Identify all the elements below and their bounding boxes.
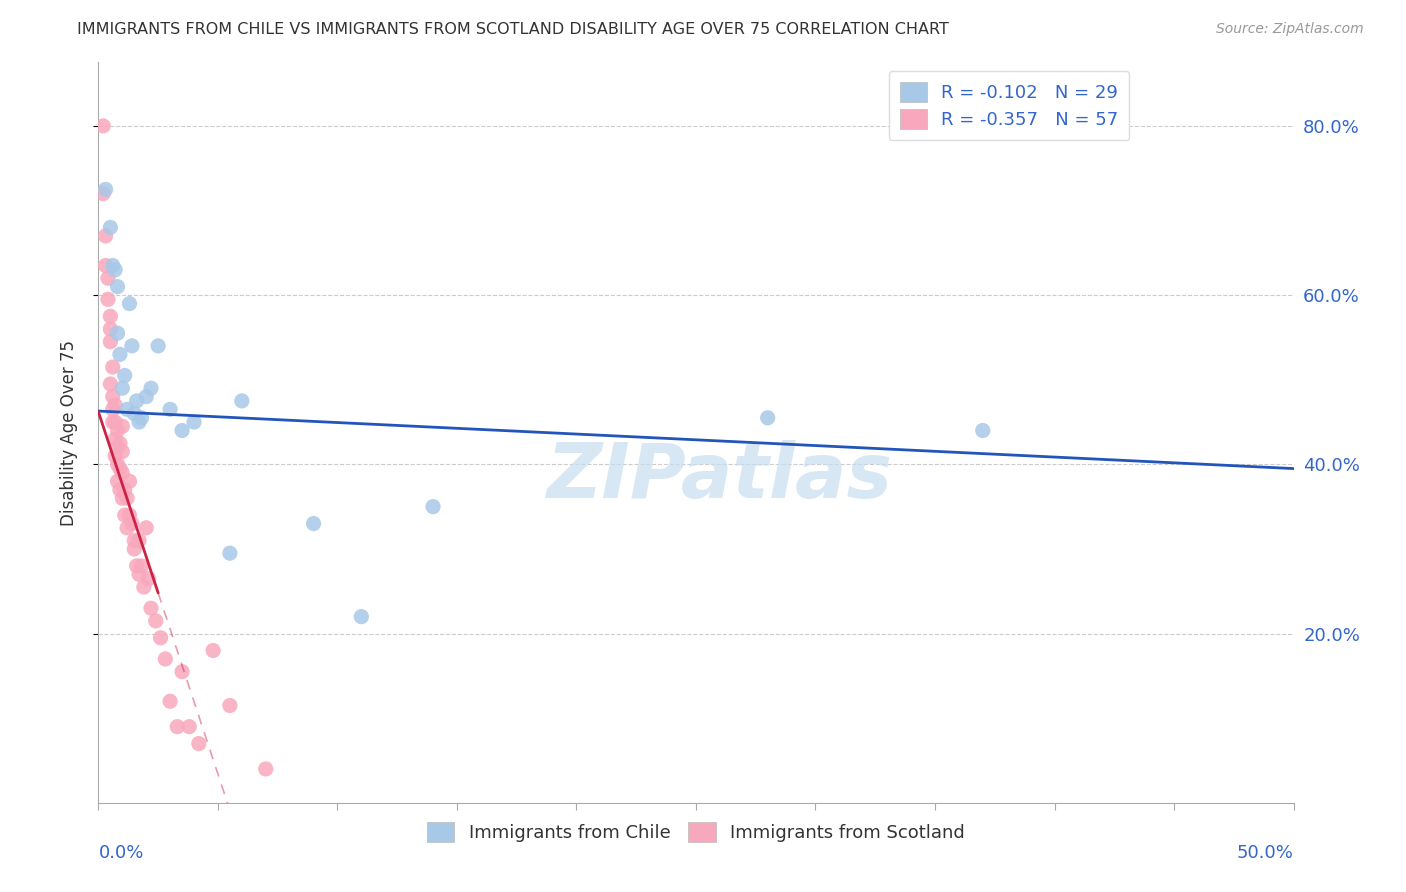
Point (166, 720, 188, 734)
Point (125, 558, 148, 573)
Point (94, 228, 117, 243)
Point (422, 500, 444, 514)
Point (124, 533, 146, 548)
Point (121, 339, 143, 353)
Point (98, 310, 122, 324)
Point (94, 182, 117, 196)
Point (219, 698, 242, 713)
Point (159, 694, 181, 708)
Point (254, 762, 277, 776)
Point (118, 508, 141, 522)
Point (972, 424, 994, 438)
Point (107, 475, 129, 489)
Point (124, 541, 146, 556)
Point (107, 424, 129, 438)
Point (172, 424, 194, 438)
Point (118, 296, 141, 310)
Point (350, 609, 373, 624)
Point (98, 220, 122, 235)
Point (159, 402, 181, 417)
Point (131, 410, 153, 425)
Point (139, 381, 162, 395)
Point (104, 262, 127, 277)
Point (121, 516, 143, 531)
Point (91, 119, 114, 133)
Point (104, 415, 127, 429)
Point (155, 652, 177, 666)
Point (132, 580, 155, 594)
Legend: Immigrants from Chile, Immigrants from Scotland: Immigrants from Chile, Immigrants from S… (420, 815, 972, 849)
Point (131, 558, 153, 573)
Point (115, 521, 138, 535)
Point (107, 326, 129, 341)
Point (111, 381, 134, 395)
Point (91, 186, 114, 201)
Point (111, 466, 134, 480)
Point (138, 572, 160, 586)
Point (128, 415, 150, 429)
Point (107, 458, 129, 472)
Point (101, 415, 124, 429)
Point (114, 368, 136, 383)
Point (179, 720, 201, 734)
Point (111, 491, 134, 506)
Point (148, 339, 170, 353)
Point (219, 546, 242, 560)
Point (149, 631, 172, 645)
Point (124, 407, 146, 421)
Point (115, 402, 138, 417)
Text: 50.0%: 50.0% (1237, 844, 1294, 862)
Point (107, 279, 129, 293)
Point (231, 393, 253, 408)
Point (97, 293, 120, 307)
Point (187, 737, 209, 751)
Y-axis label: Disability Age Over 75: Disability Age Over 75 (59, 340, 77, 525)
Point (108, 483, 131, 497)
Point (98, 376, 122, 391)
Point (118, 475, 141, 489)
Point (101, 359, 124, 374)
Point (114, 483, 136, 497)
Point (104, 449, 127, 463)
Point (183, 415, 205, 429)
Point (145, 614, 167, 628)
Point (98, 322, 122, 336)
Text: ZIPatlas: ZIPatlas (547, 440, 893, 514)
Point (97, 271, 120, 285)
Point (114, 508, 136, 522)
Point (108, 347, 131, 361)
Point (104, 432, 127, 446)
Point (302, 516, 325, 531)
Point (135, 390, 157, 404)
Point (172, 665, 194, 679)
Point (128, 567, 150, 582)
Point (101, 259, 124, 273)
Point (128, 533, 150, 548)
Point (108, 461, 131, 475)
Point (104, 398, 127, 412)
Point (135, 521, 157, 535)
Point (139, 601, 162, 615)
Text: 0.0%: 0.0% (98, 844, 143, 862)
Point (108, 436, 131, 450)
Point (115, 491, 138, 506)
Text: Source: ZipAtlas.com: Source: ZipAtlas.com (1216, 22, 1364, 37)
Point (101, 402, 124, 417)
Point (111, 444, 134, 458)
Point (101, 390, 124, 404)
Point (111, 419, 134, 434)
Point (756, 410, 779, 425)
Point (125, 393, 148, 408)
Text: IMMIGRANTS FROM CHILE VS IMMIGRANTS FROM SCOTLAND DISABILITY AGE OVER 75 CORRELA: IMMIGRANTS FROM CHILE VS IMMIGRANTS FROM… (77, 22, 949, 37)
Point (107, 441, 129, 455)
Point (202, 643, 225, 657)
Point (98, 334, 122, 349)
Point (94, 259, 117, 273)
